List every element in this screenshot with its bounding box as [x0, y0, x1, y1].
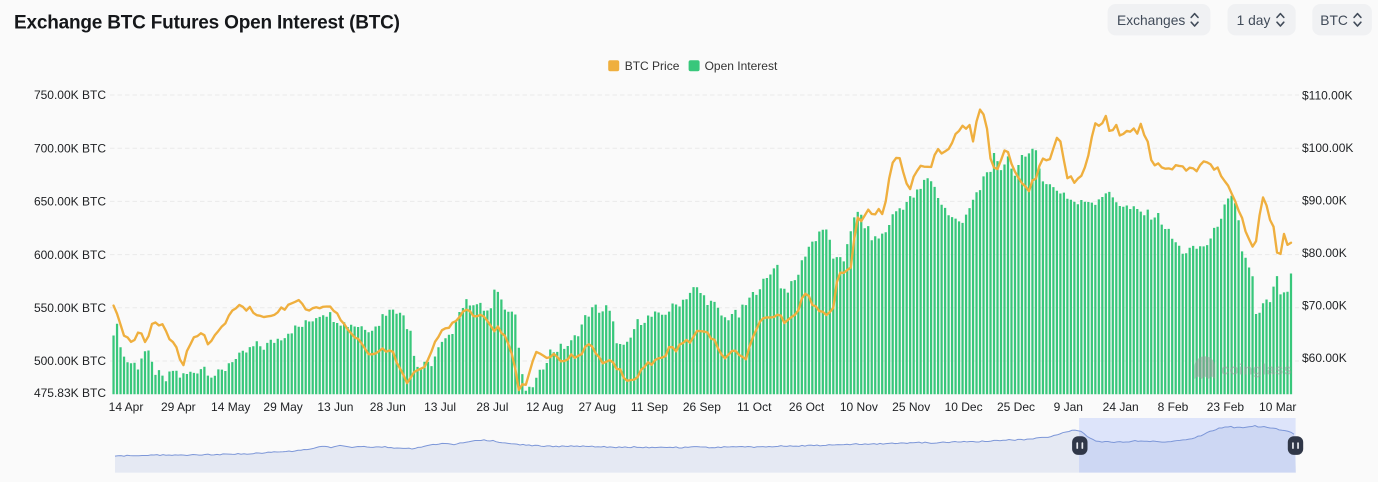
svg-text:26 Oct: 26 Oct — [789, 400, 825, 414]
svg-text:8 Feb: 8 Feb — [1158, 400, 1189, 414]
svg-text:29 Apr: 29 Apr — [161, 400, 196, 414]
svg-text:10 Nov: 10 Nov — [840, 400, 878, 414]
svg-text:Exchanges: Exchanges — [1117, 13, 1185, 28]
svg-text:13 Jul: 13 Jul — [424, 400, 456, 414]
svg-text:700.00K BTC: 700.00K BTC — [34, 141, 106, 155]
svg-text:Open Interest: Open Interest — [705, 59, 778, 73]
svg-text:BTC Price: BTC Price — [625, 59, 680, 73]
svg-text:$110.00K: $110.00K — [1302, 89, 1353, 103]
svg-text:13 Jun: 13 Jun — [317, 400, 353, 414]
svg-text:11 Oct: 11 Oct — [737, 400, 772, 414]
svg-text:14 May: 14 May — [211, 400, 250, 414]
svg-text:26 Sep: 26 Sep — [683, 400, 721, 414]
svg-text:750.00K BTC: 750.00K BTC — [34, 88, 106, 102]
svg-text:10 Dec: 10 Dec — [945, 400, 983, 414]
svg-text:23 Feb: 23 Feb — [1207, 400, 1245, 414]
svg-text:550.00K BTC: 550.00K BTC — [34, 301, 106, 315]
svg-text:$70.00K: $70.00K — [1302, 299, 1347, 313]
svg-text:28 Jun: 28 Jun — [370, 400, 406, 414]
svg-text:650.00K BTC: 650.00K BTC — [34, 195, 106, 209]
svg-text:29 May: 29 May — [263, 400, 302, 414]
svg-text:500.00K BTC: 500.00K BTC — [34, 354, 106, 368]
svg-text:28 Jul: 28 Jul — [476, 400, 508, 414]
svg-text:1 day: 1 day — [1237, 13, 1271, 28]
svg-text:$60.00K: $60.00K — [1302, 351, 1347, 365]
svg-text:$90.00K: $90.00K — [1302, 194, 1347, 208]
svg-text:24 Jan: 24 Jan — [1103, 400, 1139, 414]
svg-text:$80.00K: $80.00K — [1302, 246, 1347, 260]
svg-text:27 Aug: 27 Aug — [579, 400, 616, 414]
svg-text:600.00K BTC: 600.00K BTC — [34, 248, 106, 262]
svg-text:coinglass: coinglass — [1221, 362, 1292, 379]
svg-text:12 Aug: 12 Aug — [526, 400, 563, 414]
svg-text:25 Dec: 25 Dec — [997, 400, 1035, 414]
svg-text:10 Mar: 10 Mar — [1259, 400, 1296, 414]
svg-text:25 Nov: 25 Nov — [892, 400, 930, 414]
svg-text:Exchange BTC Futures Open Inte: Exchange BTC Futures Open Interest (BTC) — [14, 13, 400, 34]
svg-text:9 Jan: 9 Jan — [1054, 400, 1083, 414]
svg-text:$100.00K: $100.00K — [1302, 141, 1353, 155]
svg-text:475.83K BTC: 475.83K BTC — [34, 386, 106, 400]
svg-text:BTC: BTC — [1320, 13, 1348, 28]
svg-text:14 Apr: 14 Apr — [109, 400, 144, 414]
svg-text:11 Sep: 11 Sep — [631, 400, 668, 414]
